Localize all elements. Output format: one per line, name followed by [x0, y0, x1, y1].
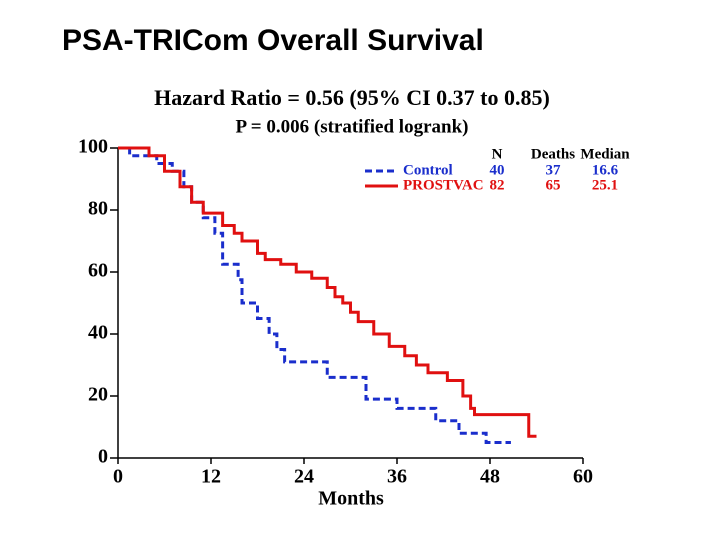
x-axis-label: Months	[318, 488, 384, 510]
legend-label: PROSTVAC	[403, 177, 484, 193]
slide-title: PSA-TRICom Overall Survival	[62, 24, 484, 57]
table-cell: 25.1	[592, 177, 618, 193]
x-tick-label: 12	[201, 466, 221, 488]
y-tick-label: 60	[88, 260, 108, 282]
y-tick-label: 80	[88, 198, 108, 220]
survival-curve	[118, 146, 511, 444]
y-tick-label: 0	[98, 446, 108, 468]
chart-subtitle: P = 0.006 (stratified logrank)	[235, 116, 468, 137]
table-header: Deaths	[531, 146, 575, 162]
x-tick-label: 36	[387, 466, 407, 488]
table-cell: 40	[490, 162, 505, 178]
table-cell: 82	[490, 177, 505, 193]
x-tick-label: 24	[294, 466, 314, 488]
chart-title: Hazard Ratio = 0.56 (95% CI 0.37 to 0.85…	[154, 85, 550, 110]
table-cell: 65	[546, 177, 561, 193]
table-header: Median	[580, 146, 630, 162]
x-tick-label: 60	[573, 466, 593, 488]
x-tick-label: 48	[480, 466, 500, 488]
y-tick-label: 40	[88, 322, 108, 344]
table-header: N	[492, 146, 503, 162]
y-tick-label: 20	[88, 384, 108, 406]
survival-curve	[118, 146, 537, 438]
table-cell: 16.6	[592, 162, 619, 178]
legend-label: Control	[403, 162, 453, 178]
y-tick-label: 100	[78, 136, 108, 158]
table-cell: 37	[546, 162, 562, 178]
x-tick-label: 0	[113, 466, 123, 488]
